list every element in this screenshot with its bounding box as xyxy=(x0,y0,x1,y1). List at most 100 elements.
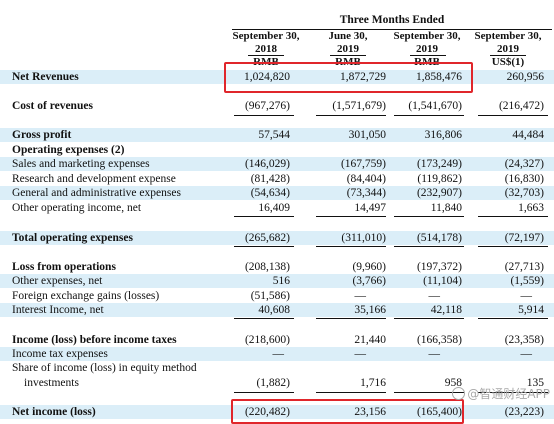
row-label: Total operating expenses xyxy=(12,232,133,244)
column-date: September 30, xyxy=(393,30,461,42)
row-label: Sales and marketing expenses xyxy=(12,158,150,170)
column-year: 2019 xyxy=(337,42,359,55)
cell-value: 516 xyxy=(272,275,290,287)
cell-value: — xyxy=(354,290,367,302)
subtotal-rule xyxy=(316,392,386,393)
cell-value: (73,344) xyxy=(346,187,386,199)
cell-value: (197,372) xyxy=(416,261,462,273)
cell-value: (165,400) xyxy=(416,406,462,418)
cell-value: (1,559) xyxy=(510,275,544,287)
column-header-sep-2018: September 30, 2018 RMB xyxy=(232,30,300,69)
cell-value: 260,956 xyxy=(506,71,544,83)
cell-value: (1,571,679) xyxy=(332,100,386,112)
column-header-sep-2019-usd: September 30, 2019 US$(1) xyxy=(470,30,546,69)
row-label: Other operating income, net xyxy=(12,202,142,214)
watermark: @智通财经APP xyxy=(452,385,550,402)
period-header: Three Months Ended xyxy=(339,14,445,26)
cell-value: (16,830) xyxy=(504,173,544,185)
row-loss-from-operations: Loss from operations (208,138) (9,960) (… xyxy=(0,260,554,274)
row-income-tax: Income tax expenses — — — — xyxy=(0,347,554,361)
cell-value: 11,840 xyxy=(430,202,462,214)
cell-value: (23,223) xyxy=(504,406,544,418)
subtotal-rule xyxy=(316,216,386,217)
cell-value: 1,716 xyxy=(360,377,386,389)
cell-value: (146,029) xyxy=(244,158,290,170)
column-year: 2019 xyxy=(497,42,519,55)
cell-value: — xyxy=(354,348,367,360)
cell-value: (173,249) xyxy=(416,158,462,170)
column-currency: US$(1) xyxy=(491,56,525,68)
cell-value: 21,440 xyxy=(354,334,386,346)
row-gross-profit: Gross profit 57,544 301,050 316,806 44,4… xyxy=(0,128,554,142)
row-sales-marketing: Sales and marketing expenses (146,029) (… xyxy=(0,157,554,171)
cell-value: (3,766) xyxy=(352,275,386,287)
cell-value: 316,806 xyxy=(424,129,462,141)
subtotal-rule xyxy=(478,246,548,247)
cell-value: 16,409 xyxy=(258,202,290,214)
row-label: Other expenses, net xyxy=(12,275,103,287)
cell-value: (24,327) xyxy=(504,158,544,170)
highlight-box-net-revenues xyxy=(224,62,473,93)
cell-value: 5,914 xyxy=(518,304,544,316)
cell-value: 23,156 xyxy=(354,406,386,418)
cell-value: (84,404) xyxy=(346,173,386,185)
subtotal-rule xyxy=(234,318,294,319)
cell-value: 14,497 xyxy=(354,202,386,214)
cell-value: (167,759) xyxy=(340,158,386,170)
row-cost-of-revenues: Cost of revenues (967,276) (1,571,679) (… xyxy=(0,99,554,113)
cell-value: 40,608 xyxy=(258,304,290,316)
row-label: Loss from operations xyxy=(12,261,116,273)
highlight-box-net-income xyxy=(231,399,464,424)
column-year: 2019 xyxy=(416,42,438,55)
row-net-revenues: Net Revenues 1,024,820 1,872,729 1,858,4… xyxy=(0,70,554,84)
row-interest-income: Interest Income, net 40,608 35,166 42,11… xyxy=(0,303,554,317)
subtotal-rule xyxy=(478,216,548,217)
subtotal-rule xyxy=(316,115,386,116)
subtotal-rule xyxy=(234,216,294,217)
subtotal-rule xyxy=(234,392,294,393)
cell-value: 44,484 xyxy=(512,129,544,141)
subtotal-rule xyxy=(234,115,294,116)
cell-value: (265,682) xyxy=(244,232,290,244)
subtotal-rule xyxy=(394,115,464,116)
subtotal-rule xyxy=(316,318,386,319)
row-label: Income tax expenses xyxy=(12,348,108,360)
cell-value: 42,118 xyxy=(430,304,462,316)
cell-value: (220,482) xyxy=(244,406,290,418)
cell-value: (11,104) xyxy=(423,275,462,287)
subtotal-rule xyxy=(394,318,464,319)
cell-value: (32,703) xyxy=(504,187,544,199)
cell-value: 958 xyxy=(444,377,462,389)
row-net-income: Net income (loss) (220,482) 23,156 (165,… xyxy=(0,405,554,419)
cell-value: (232,907) xyxy=(416,187,462,199)
row-total-operating-expenses: Total operating expenses (265,682) (311,… xyxy=(0,231,554,245)
column-date: September 30, xyxy=(232,30,300,42)
watermark-text: @智通财经APP xyxy=(467,387,550,401)
period-underline xyxy=(232,29,552,30)
cell-value: — xyxy=(520,290,533,302)
row-operating-expenses-header: Operating expenses (2) xyxy=(0,143,554,157)
cell-value: (514,178) xyxy=(416,232,462,244)
column-date: June 30, xyxy=(328,30,368,42)
row-label: Net income (loss) xyxy=(12,406,96,418)
row-label: General and administrative expenses xyxy=(12,187,181,199)
cell-value: (23,358) xyxy=(504,334,544,346)
row-research-development: Research and development expense (81,428… xyxy=(0,172,554,186)
cell-value: 135 xyxy=(526,377,544,389)
cell-value: (54,634) xyxy=(250,187,290,199)
cell-value: (166,358) xyxy=(416,334,462,346)
subtotal-rule xyxy=(478,115,548,116)
cell-value: (119,862) xyxy=(417,173,462,185)
section-heading: Operating expenses (2) xyxy=(12,144,125,156)
row-label: Interest Income, net xyxy=(12,304,104,316)
cell-value: 1,663 xyxy=(518,202,544,214)
cell-value: (81,428) xyxy=(250,173,290,185)
subtotal-rule xyxy=(234,246,294,247)
cell-value: (72,197) xyxy=(504,232,544,244)
cell-value: 1,872,729 xyxy=(340,71,386,83)
row-label: Gross profit xyxy=(12,129,72,141)
cell-value: (27,713) xyxy=(504,261,544,273)
cell-value: 301,050 xyxy=(348,129,386,141)
subtotal-rule xyxy=(394,246,464,247)
